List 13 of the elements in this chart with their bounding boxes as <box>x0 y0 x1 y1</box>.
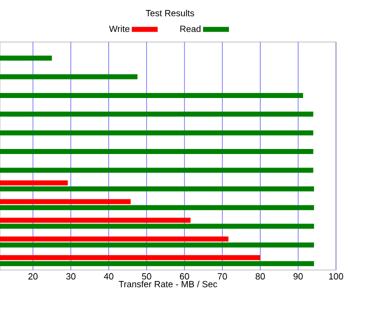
x-axis-title: Transfer Rate - MB / Sec <box>118 280 218 288</box>
x-tick-label: 90 <box>294 273 303 280</box>
x-tick-label: 70 <box>218 273 227 280</box>
legend-label: Write <box>109 25 130 32</box>
legend-label: Read <box>180 25 200 32</box>
x-tick-label: 30 <box>66 273 76 280</box>
x-tick-label: 80 <box>256 273 265 280</box>
x-tick-label: 100 <box>329 273 344 280</box>
x-tick-label: 20 <box>28 273 38 280</box>
x-tick-label: 40 <box>104 273 114 280</box>
x-tick-label: 50 <box>142 273 152 280</box>
chart-title: Test Results <box>146 10 194 16</box>
x-tick-label: 60 <box>180 273 190 280</box>
